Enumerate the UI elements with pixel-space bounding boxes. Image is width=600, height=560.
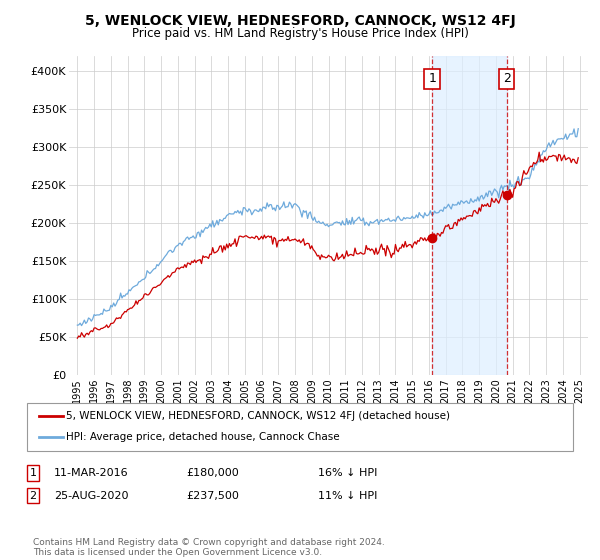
Bar bbox=[432, 56, 507, 375]
Text: 25-AUG-2020: 25-AUG-2020 bbox=[54, 491, 128, 501]
Text: 2: 2 bbox=[29, 491, 37, 501]
Text: 1: 1 bbox=[428, 72, 436, 85]
Text: 11-MAR-2016: 11-MAR-2016 bbox=[54, 468, 128, 478]
Text: 2: 2 bbox=[503, 72, 511, 85]
Text: £237,500: £237,500 bbox=[186, 491, 239, 501]
Text: 11% ↓ HPI: 11% ↓ HPI bbox=[318, 491, 377, 501]
Text: 5, WENLOCK VIEW, HEDNESFORD, CANNOCK, WS12 4FJ (detached house): 5, WENLOCK VIEW, HEDNESFORD, CANNOCK, WS… bbox=[66, 410, 450, 421]
Text: Contains HM Land Registry data © Crown copyright and database right 2024.
This d: Contains HM Land Registry data © Crown c… bbox=[33, 538, 385, 557]
Text: 16% ↓ HPI: 16% ↓ HPI bbox=[318, 468, 377, 478]
Text: 1: 1 bbox=[29, 468, 37, 478]
Text: £180,000: £180,000 bbox=[186, 468, 239, 478]
Text: Price paid vs. HM Land Registry's House Price Index (HPI): Price paid vs. HM Land Registry's House … bbox=[131, 27, 469, 40]
Text: 5, WENLOCK VIEW, HEDNESFORD, CANNOCK, WS12 4FJ: 5, WENLOCK VIEW, HEDNESFORD, CANNOCK, WS… bbox=[85, 14, 515, 28]
Text: HPI: Average price, detached house, Cannock Chase: HPI: Average price, detached house, Cann… bbox=[66, 432, 340, 442]
